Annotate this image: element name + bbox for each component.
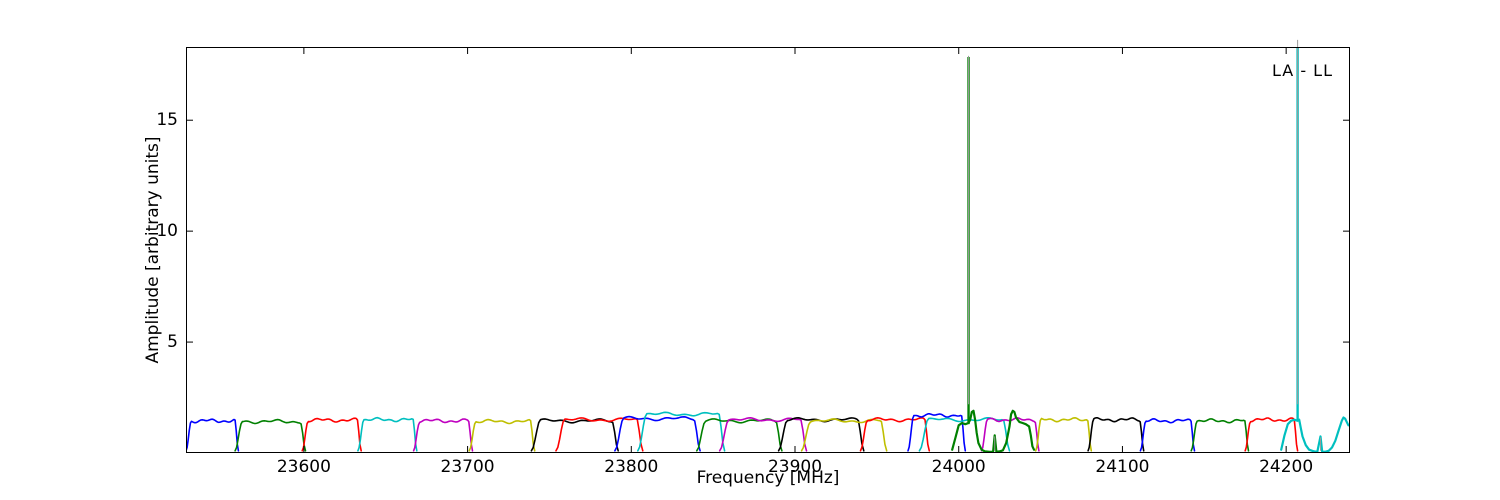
x-tick-label: 23700 [440,457,495,477]
axes-frame [186,47,1350,453]
x-tick-label: 24200 [1259,457,1314,477]
bandpass-segment-b [614,415,701,452]
bandpass-segment-g [1190,418,1250,452]
data-lines-group [186,47,1350,453]
bandpass-segment-k [777,416,865,452]
bandpass-segment-g [695,418,783,452]
bandpass-segment-r [301,417,363,452]
bandpass-segment-y [468,418,536,452]
bandpass-segment-c [357,416,418,452]
bandpass-segment-k [1087,416,1145,452]
x-tick-label: 23900 [767,457,823,477]
bandpass-segment-m [718,416,808,452]
x-tick-label: 24100 [1095,457,1150,477]
bandpass-segment-y [800,418,888,452]
bandpass-segment-r [1244,417,1299,452]
bandpass-segment-r [555,417,644,452]
x-tick-label: 24000 [931,457,986,477]
legend-label: LA - LL [1272,61,1333,80]
bandpass-segment-b [1139,417,1196,452]
bandpass-segment-b [907,412,967,452]
y-tick-label: 15 [156,110,178,131]
cyan-bandpass-feature [1280,416,1350,453]
bandpass-segment-c [636,411,726,452]
x-tick-label: 23800 [604,457,659,477]
x-axis-label: Frequency [MHz] [696,468,840,488]
bandpass-segment-m [412,418,474,452]
x-tick-label: 23600 [276,457,331,477]
y-axis-label: Amplitude [arbitrary units] [143,136,163,364]
y-tick-label: 5 [167,332,178,353]
bandpass-segment-k [530,418,620,452]
bandpass-segment-y [1034,416,1093,452]
y-tick-label: 10 [156,221,178,242]
bandpass-segment-g [234,418,307,452]
bandpass-segment-b [186,418,240,452]
bandpass-segment-r [859,416,931,452]
